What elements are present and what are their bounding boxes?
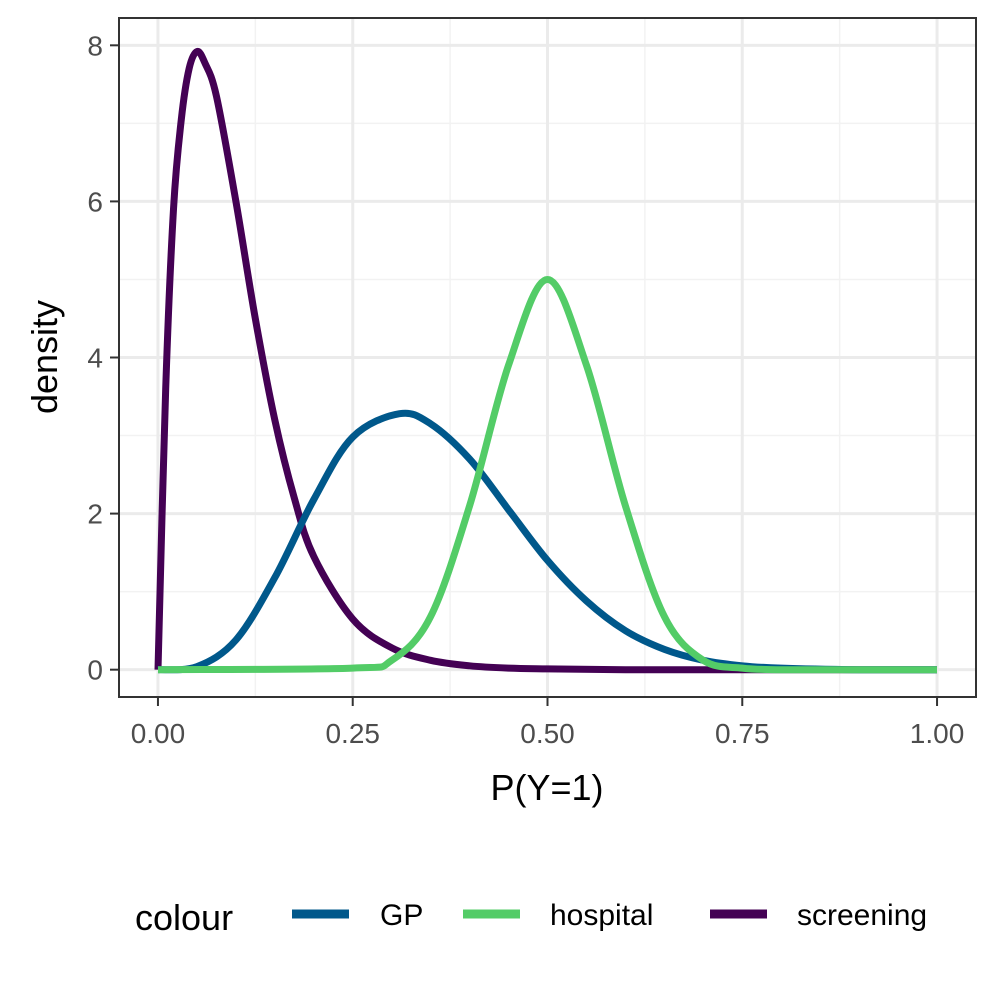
legend-title: colour — [135, 897, 233, 938]
x-tick-label: 1.00 — [910, 718, 965, 749]
series-line-screening — [154, 47, 937, 674]
y-tick-label: 2 — [87, 499, 103, 530]
y-tick-label: 8 — [87, 30, 103, 61]
y-tick-label: 6 — [87, 186, 103, 217]
legend-label-screening: screening — [797, 899, 927, 932]
x-tick-label: 0.75 — [715, 718, 770, 749]
x-tick-label: 0.00 — [131, 718, 186, 749]
legend: colour GP hospital screening — [135, 897, 927, 938]
x-tick-label: 0.50 — [520, 718, 575, 749]
x-tick-label: 0.25 — [325, 718, 380, 749]
series-lines — [154, 47, 938, 674]
legend-label-hospital: hospital — [550, 899, 653, 932]
x-axis: 0.00 0.25 0.50 0.75 1.00 — [131, 697, 965, 749]
x-axis-title: P(Y=1) — [490, 767, 603, 808]
legend-label-GP: GP — [380, 899, 423, 932]
y-tick-label: 4 — [87, 343, 103, 374]
y-axis: 0 2 4 6 8 — [87, 30, 119, 686]
y-tick-label: 0 — [87, 655, 103, 686]
y-axis-title: density — [24, 300, 65, 414]
series-line-hospital — [157, 276, 937, 674]
